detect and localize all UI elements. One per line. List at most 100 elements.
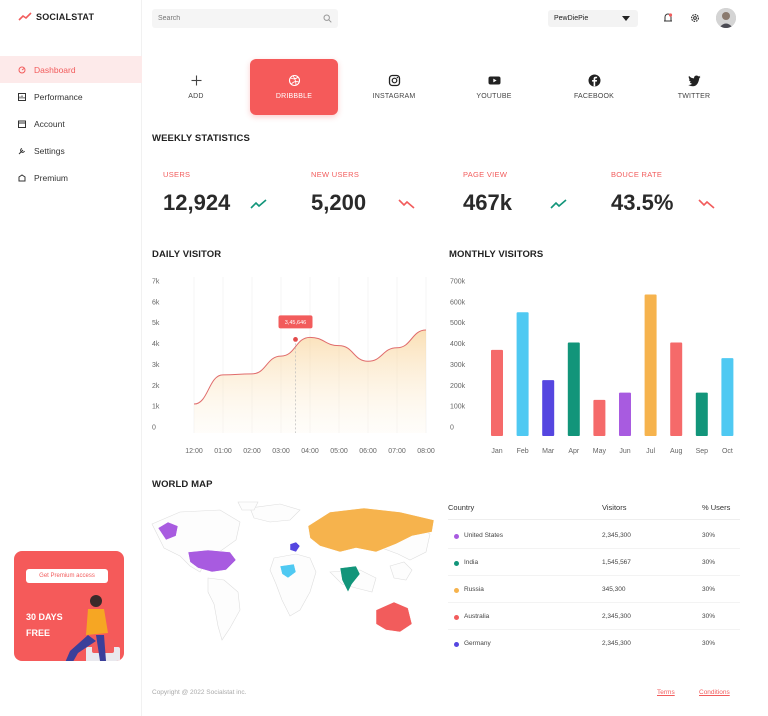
x-tick-label: Mar [542, 448, 555, 455]
country-name: Russia [464, 586, 484, 593]
country-visitors: 345,300 [602, 586, 626, 593]
x-tick-label: Feb [517, 448, 529, 455]
country-color-dot [454, 561, 459, 566]
stat-label: PAGE VIEW [463, 170, 508, 179]
sidebar-item-label: Performance [34, 91, 83, 102]
map-region-germany[interactable] [289, 541, 301, 553]
sidebar-item-premium[interactable]: Premium [0, 164, 142, 191]
sidebar-item-label: Dashboard [34, 64, 76, 75]
x-tick-label: Jul [646, 448, 655, 455]
stat-value: 12,924 [163, 190, 231, 215]
bar-jan[interactable] [491, 349, 503, 436]
y-tick-label: 4k [152, 341, 160, 348]
sidebar-item-performance[interactable]: Performance [0, 83, 142, 110]
tab-twitter[interactable]: TWITTER [650, 59, 738, 115]
bar-oct[interactable] [721, 358, 734, 436]
country-name: India [464, 559, 479, 566]
x-tick-label: 08:00 [417, 448, 435, 455]
search-input[interactable] [158, 9, 318, 28]
footer-conditions-link[interactable]: Conditions [699, 689, 730, 696]
map-region-india[interactable] [339, 565, 361, 593]
y-tick-label: 0 [450, 425, 454, 432]
tab-dribbble[interactable]: DRIBBBLE [250, 59, 338, 115]
daily-y-axis: 7k 6k 5k 4k 3k 2k 1k 0 [152, 279, 160, 432]
y-tick-label: 1k [152, 404, 160, 411]
bar-mar[interactable] [542, 380, 555, 436]
x-tick-label: 03:00 [272, 448, 290, 455]
bar-feb[interactable] [516, 312, 529, 436]
y-tick-label: 3k [152, 362, 160, 369]
monthly-visitors-chart: 700k 600k 500k 400k 300k 200k 100k 0 Jan Feb Mar A… [450, 279, 734, 455]
trend-down-icon [398, 199, 415, 209]
tab-label: DRIBBBLE [275, 93, 313, 100]
country-color-dot [454, 588, 459, 593]
tab-label: INSTAGRAM [372, 93, 416, 100]
y-tick-label: 6k [152, 299, 160, 306]
monthly-y-axis: 700k 600k 500k 400k 300k 200k 100k 0 [450, 279, 466, 432]
y-tick-label: 7k [152, 279, 160, 286]
x-tick-label: May [593, 448, 607, 455]
sidebar-item-account[interactable]: Account [0, 110, 142, 137]
stat-label: USERS [163, 170, 191, 179]
country-color-dot [454, 615, 459, 620]
map-region-alaska[interactable] [157, 521, 179, 541]
table-row[interactable]: India 1,545,567 30% [448, 549, 740, 576]
bar-apr[interactable] [567, 342, 580, 436]
bell-icon[interactable] [662, 12, 674, 24]
account-icon [18, 120, 26, 128]
premium-icon [18, 173, 26, 181]
get-premium-button[interactable]: Get Premium access [26, 569, 108, 583]
gear-icon[interactable] [689, 12, 701, 24]
world-map[interactable] [150, 500, 440, 650]
trend-up-icon [250, 199, 267, 209]
stat-card-new-users: NEW USERS 5,200 [300, 158, 440, 228]
logo[interactable]: SOCIALSTAT [18, 12, 94, 22]
monthly-bars [491, 294, 734, 436]
x-tick-label: Sep [696, 448, 709, 455]
map-region-africa-highlight[interactable] [279, 563, 297, 579]
column-header-country: Country [448, 503, 475, 512]
facebook-icon [588, 74, 600, 87]
country-name: Germany [464, 640, 491, 647]
table-row[interactable]: Germany 2,345,300 30% [448, 630, 740, 657]
avatar[interactable] [716, 8, 736, 28]
stat-card-users: USERS 12,924 [152, 158, 292, 228]
chart-tooltip [278, 315, 313, 329]
table-row[interactable]: Australia 2,345,300 30% [448, 603, 740, 630]
x-tick-label: Jan [491, 448, 502, 455]
instagram-icon [388, 74, 400, 87]
tab-facebook[interactable]: FACEBOOK [550, 59, 638, 115]
country-pct: 30% [702, 640, 716, 647]
country-pct: 30% [702, 532, 716, 539]
table-row[interactable]: United States 2,345,300 30% [448, 522, 740, 549]
profile-select[interactable]: PewDiePie [548, 10, 638, 27]
x-tick-label: Aug [670, 448, 683, 455]
search-bar [152, 9, 338, 28]
y-tick-label: 300k [450, 362, 466, 369]
sidebar-item-label: Premium [34, 172, 69, 183]
bar-sep[interactable] [695, 392, 708, 436]
sidebar-item-dashboard[interactable]: Dashboard [0, 56, 142, 83]
x-tick-label: 01:00 [214, 448, 232, 455]
highlight-point[interactable] [293, 337, 298, 342]
bar-jun[interactable] [619, 392, 631, 436]
sidebar-item-settings[interactable]: Settings [0, 137, 142, 164]
bar-may[interactable] [593, 399, 606, 436]
tab-youtube[interactable]: YOUTUBE [450, 59, 538, 115]
search-icon[interactable] [323, 14, 332, 23]
tab-instagram[interactable]: INSTAGRAM [350, 59, 438, 115]
tab-label: YOUTUBE [476, 93, 512, 100]
chart-tooltip-label: 3,45,646 [285, 320, 306, 326]
map-region-russia[interactable] [307, 507, 435, 553]
bar-aug[interactable] [670, 342, 683, 436]
map-region-united-states[interactable] [187, 549, 237, 573]
dribbble-icon [288, 74, 300, 87]
map-region-australia[interactable] [375, 601, 413, 633]
x-tick-label: Jun [619, 448, 630, 455]
bar-jul[interactable] [644, 294, 657, 436]
tab-add[interactable]: ADD [152, 59, 240, 115]
table-row[interactable]: Russia 345,300 30% [448, 576, 740, 603]
footer-terms-link[interactable]: Terms [657, 689, 675, 696]
settings-icon [18, 147, 25, 154]
daily-x-axis: 12:00 01:00 02:00 03:00 04:00 05:00 06:00 07:00… [185, 448, 435, 455]
